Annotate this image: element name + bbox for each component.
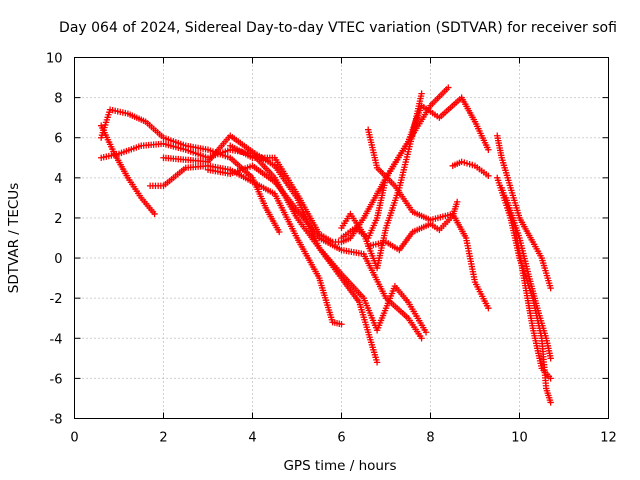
data-marks (98, 84, 554, 406)
y-tick-label: -6 (50, 372, 63, 387)
series-track-13 (494, 132, 554, 292)
axis-ticks: 0 2 4 6 8 10 12 -8 -6 -4 -2 0 2 4 6 8 10 (46, 52, 617, 446)
x-tick-label: 10 (511, 431, 528, 446)
data-point (338, 321, 345, 328)
series-track-16 (502, 194, 554, 362)
y-axis-label: SDTVAR / TECUs (6, 183, 22, 293)
y-tick-label: 8 (54, 92, 62, 107)
data-point (547, 355, 554, 362)
series-track-9 (338, 94, 492, 242)
y-tick-label: 2 (54, 212, 62, 227)
data-point (422, 329, 430, 336)
data-point (454, 198, 461, 206)
x-tick-label: 12 (600, 431, 617, 446)
data-point (547, 284, 554, 292)
y-tick-label: 10 (46, 52, 63, 67)
series-track-11 (365, 198, 461, 254)
series-track-12 (449, 158, 492, 180)
data-point (276, 228, 283, 236)
data-point (485, 172, 492, 180)
y-tick-label: -8 (50, 413, 63, 428)
data-point (485, 304, 492, 312)
data-point (418, 90, 425, 97)
x-axis-label: GPS time / hours (283, 458, 396, 474)
chart-title: Day 064 of 2024, Sidereal Day-to-day VTE… (59, 20, 617, 36)
data-point (445, 84, 452, 91)
x-tick-label: 4 (248, 431, 256, 446)
series-track-4 (146, 162, 345, 328)
y-tick-label: -2 (50, 292, 63, 307)
data-point (418, 335, 425, 342)
series-track-5 (160, 132, 381, 366)
x-tick-label: 2 (159, 431, 167, 446)
x-tick-label: 8 (426, 431, 434, 446)
y-tick-label: -4 (50, 332, 63, 347)
y-tick-label: 6 (54, 132, 62, 147)
data-point (373, 359, 381, 366)
data-point (485, 146, 492, 153)
series-track-6 (204, 162, 425, 342)
data-point (151, 210, 158, 218)
y-tick-label: 0 (54, 252, 62, 267)
data-point (547, 375, 554, 382)
x-tick-label: 6 (337, 431, 345, 446)
x-tick-label: 0 (70, 431, 78, 446)
y-tick-label: 4 (54, 172, 62, 187)
series-track-2 (98, 122, 158, 218)
data-point (547, 399, 554, 406)
